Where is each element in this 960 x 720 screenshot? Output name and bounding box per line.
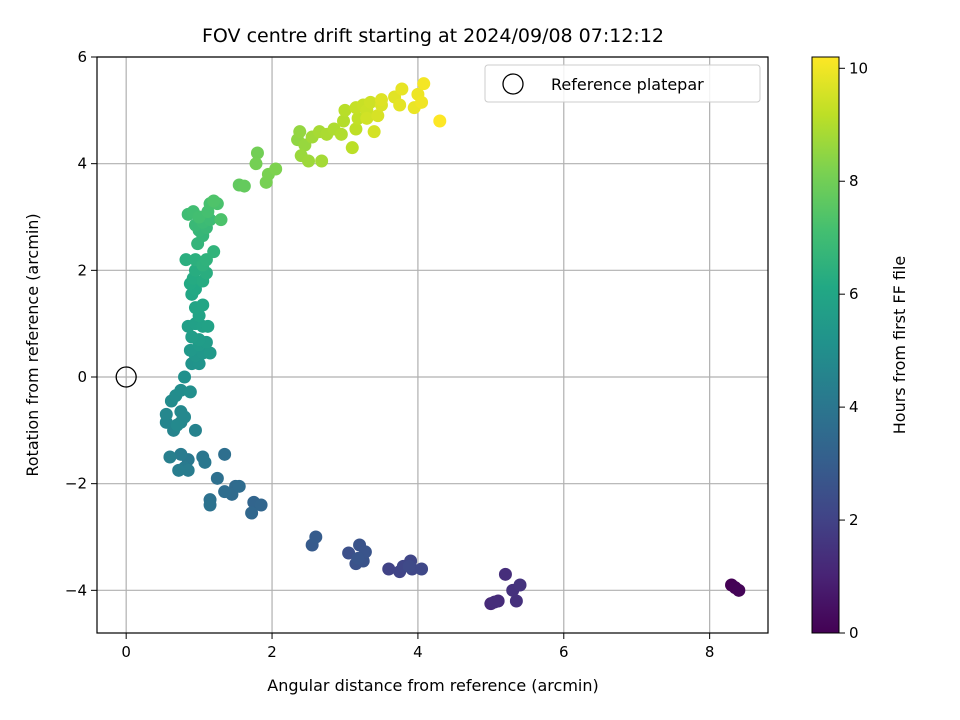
scatter-point: [433, 114, 447, 128]
scatter-point: [170, 418, 184, 432]
reference-platepar-marker: [115, 366, 137, 388]
x-tick-label: 2: [267, 643, 277, 661]
x-tick-label: 6: [559, 643, 569, 661]
scatter-point: [174, 447, 188, 461]
scatter-point: [382, 562, 396, 576]
colorbar-tick-label: 0: [849, 624, 859, 642]
colorbar-tick-label: 8: [849, 172, 859, 190]
scatter-point: [163, 450, 177, 464]
scatter-point: [415, 95, 429, 109]
scatter-point: [179, 253, 193, 267]
scatter-point: [207, 245, 221, 259]
scatter-point: [337, 114, 351, 128]
y-axis-ticks: −4 −2 0 2 4 6: [65, 48, 97, 599]
colorbar: 0 2 4 6 8 10 Hours from first FF file: [811, 56, 909, 642]
scatter-point: [249, 157, 263, 171]
scatter-point: [250, 146, 264, 160]
scatter-point: [351, 551, 365, 565]
scatter-point: [374, 93, 388, 107]
scatter-point: [334, 127, 348, 141]
scatter-point: [360, 111, 374, 125]
scatter-point: [417, 77, 431, 91]
scatter-point: [178, 370, 192, 384]
colorbar-tick-label: 10: [849, 59, 868, 77]
scatter-point: [338, 103, 352, 117]
y-tick-label: 0: [77, 368, 87, 386]
scatter-point: [309, 530, 323, 544]
x-tick-label: 4: [413, 643, 423, 661]
scatter-point: [210, 471, 224, 485]
scatter-point: [395, 82, 409, 96]
scatter-point: [185, 330, 199, 344]
colorbar-tick-label: 4: [849, 398, 859, 416]
y-tick-label: 6: [77, 48, 87, 66]
scatter-point: [198, 455, 212, 469]
scatter-point: [254, 498, 268, 512]
scatter-point: [218, 447, 232, 461]
colorbar-label: Hours from first FF file: [890, 256, 909, 435]
scatter-point: [237, 179, 251, 193]
y-tick-label: 4: [77, 155, 87, 173]
legend-label: Reference platepar: [551, 75, 704, 94]
scatter-point: [345, 141, 359, 155]
scatter-point: [402, 559, 416, 573]
scatter-point: [302, 154, 316, 168]
colorbar-tick-label: 2: [849, 511, 859, 529]
legend: Reference platepar: [484, 64, 761, 103]
scatter-point: [498, 567, 512, 581]
scatter-point: [732, 583, 746, 597]
y-tick-label: −4: [65, 581, 87, 599]
scatter-point: [315, 154, 329, 168]
scatter-point: [214, 213, 228, 227]
scatter-point: [203, 498, 217, 512]
scatter-points: [159, 77, 746, 611]
scatter-point: [245, 506, 259, 520]
scatter-point: [349, 122, 363, 136]
scatter-point: [367, 125, 381, 139]
scatter-point: [509, 594, 523, 608]
colorbar-tick-label: 6: [849, 285, 859, 303]
scatter-point: [371, 109, 385, 123]
scatter-point: [196, 298, 210, 312]
x-tick-label: 8: [705, 643, 715, 661]
scatter-point: [364, 95, 378, 109]
scatter-point: [181, 463, 195, 477]
colorbar-ticks: 0 2 4 6 8 10: [839, 59, 868, 642]
colorbar-gradient: [811, 56, 840, 634]
scatter-point: [207, 194, 221, 208]
scatter-point: [342, 546, 356, 560]
scatter-point: [415, 562, 429, 576]
x-axis-label: Angular distance from reference (arcmin): [267, 676, 598, 695]
scatter-point: [183, 385, 197, 399]
scatter-point: [393, 98, 407, 112]
scatter-point: [159, 407, 173, 421]
scatter-point: [188, 423, 202, 437]
scatter-point: [201, 319, 215, 333]
scatter-point: [232, 479, 246, 493]
scatter-point: [269, 162, 283, 176]
scatter-point: [218, 485, 232, 499]
plot-frame: [96, 56, 769, 634]
chart-title: FOV centre drift starting at 2024/09/08 …: [202, 25, 664, 47]
y-axis-label: Rotation from reference (arcmin): [23, 213, 42, 476]
scatter-point: [203, 346, 217, 360]
x-tick-label: 0: [121, 643, 131, 661]
legend-box: [484, 64, 761, 103]
scatter-point: [172, 463, 186, 477]
x-axis-ticks: 0 2 4 6 8: [121, 633, 714, 661]
y-tick-label: 2: [77, 261, 87, 279]
scatter-point: [513, 578, 527, 592]
scatter-point: [487, 595, 501, 609]
y-tick-label: −2: [65, 475, 87, 493]
legend-marker: [502, 73, 524, 95]
scatter-point: [293, 125, 307, 139]
